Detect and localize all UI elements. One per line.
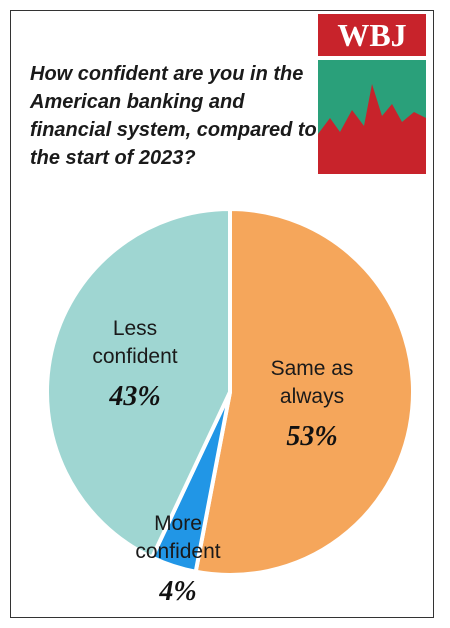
logo-text: WBJ [337, 17, 406, 53]
slice-value-label-0: 53% [286, 421, 337, 452]
slice-label-1-line-0: More [154, 512, 202, 535]
slice-label-2-line-0: Less [113, 317, 157, 340]
pie-slice-2 [45, 206, 232, 561]
slice-label-0-line-0: Same as [271, 357, 354, 380]
chart-title: How confident are you in the American ba… [30, 63, 317, 169]
slice-value-label-2: 43% [108, 381, 160, 412]
slice-label-0-line-1: always [280, 385, 344, 408]
logo-top-band [318, 14, 426, 56]
slice-value-label-1: 4% [158, 576, 196, 607]
logo-red-chart [318, 84, 426, 174]
wbj-logo: WBJ [318, 14, 426, 174]
slice-label-1-line-1: confident [135, 540, 220, 563]
slice-label-2-line-1: confident [92, 345, 177, 368]
pie-slice-0 [193, 206, 415, 577]
